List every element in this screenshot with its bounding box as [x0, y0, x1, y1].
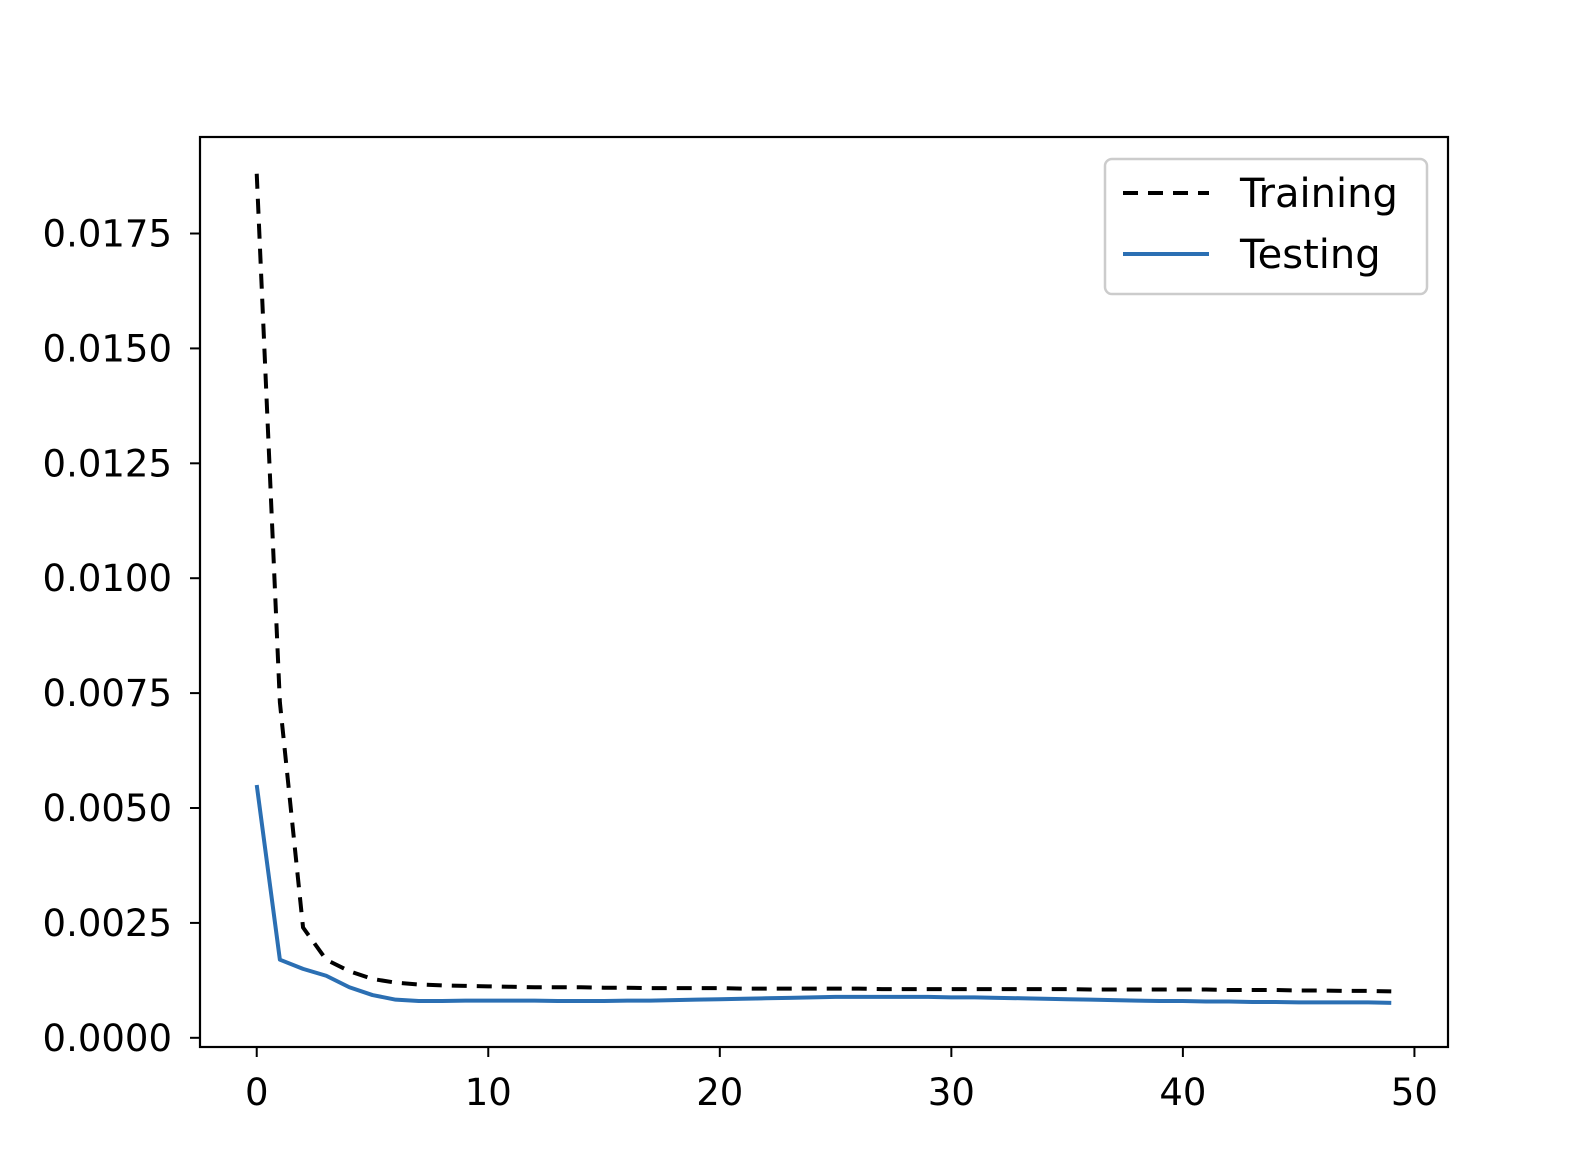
x-tick-label: 0	[245, 1071, 269, 1114]
y-tick-label: 0.0100	[43, 557, 172, 600]
x-tick-label: 30	[928, 1071, 975, 1114]
x-tick-label: 10	[465, 1071, 512, 1114]
y-tick-label: 0.0150	[43, 327, 172, 370]
y-axis: 0.0000 0.0025 0.0050 0.0075 0.0100 0.0125 0.01…	[43, 213, 200, 1060]
x-tick-label: 20	[696, 1071, 743, 1114]
plot-frame	[198, 135, 1450, 1049]
x-axis: 0 10 20 30 40 50	[245, 1047, 1438, 1114]
y-tick-label: 0.0075	[43, 672, 172, 715]
legend-label-training: Training	[1239, 171, 1398, 217]
x-tick-label: 50	[1391, 1071, 1438, 1114]
y-tick-label: 0.0000	[43, 1017, 172, 1060]
x-tick-label: 40	[1159, 1071, 1206, 1114]
y-tick-label: 0.0175	[43, 213, 172, 256]
y-tick-label: 0.0125	[43, 442, 172, 485]
series-line-training	[254, 173, 1392, 994]
series-line-testing	[254, 784, 1392, 1005]
y-tick-label: 0.0025	[43, 902, 172, 945]
legend: Training Testing	[1103, 157, 1429, 296]
legend-label-testing: Testing	[1239, 232, 1381, 278]
series-layer	[254, 173, 1392, 1005]
y-tick-label: 0.0050	[43, 787, 172, 830]
